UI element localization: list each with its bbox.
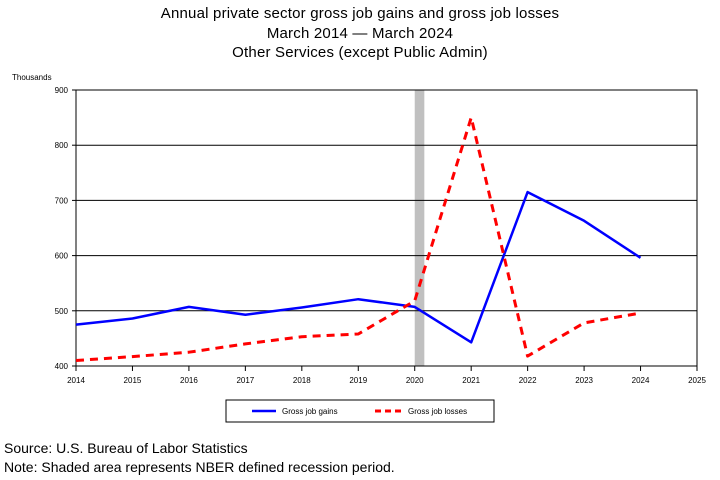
recession-note: Note: Shaded area represents NBER define…	[4, 459, 395, 475]
x-tick-label: 2014	[67, 376, 85, 385]
x-tick-label: 2021	[462, 376, 480, 385]
y-tick-label: 600	[55, 252, 69, 261]
legend-box	[225, 399, 495, 423]
source-note: Source: U.S. Bureau of Labor Statistics	[4, 440, 248, 456]
y-tick-label: 400	[55, 362, 69, 371]
chart-subtitle-industry: Other Services (except Public Admin)	[232, 44, 488, 61]
x-tick-label: 2017	[236, 376, 254, 385]
y-tick-label: 500	[55, 307, 69, 316]
plot-frame	[75, 89, 698, 367]
chart-subtitle: March 2014 — March 2024	[266, 25, 454, 42]
legend-label-gross-job-losses: Gross job losses	[408, 407, 467, 416]
y-axis-label: Thousands	[12, 73, 52, 82]
x-tick-label: 2023	[575, 376, 593, 385]
x-tick-label: 2020	[406, 376, 424, 385]
x-tick-label: 2022	[519, 376, 537, 385]
x-tick-label: 2015	[124, 376, 142, 385]
series-line-gross-job-gains	[75, 190, 642, 344]
recession-shading	[414, 90, 425, 366]
x-tick-label: 2016	[180, 376, 198, 385]
series-line-gross-job-losses	[75, 116, 641, 362]
x-tick-label: 2019	[349, 376, 367, 385]
x-tick-label: 2024	[632, 376, 650, 385]
y-tick-label: 800	[55, 141, 69, 150]
legend-label-gross-job-gains: Gross job gains	[282, 407, 338, 416]
y-tick-label: 700	[55, 196, 69, 205]
x-tick-label: 2025	[688, 376, 706, 385]
y-tick-label: 900	[55, 86, 69, 95]
chart-title: Annual private sector gross job gains an…	[160, 5, 560, 22]
x-tick-label: 2018	[293, 376, 311, 385]
